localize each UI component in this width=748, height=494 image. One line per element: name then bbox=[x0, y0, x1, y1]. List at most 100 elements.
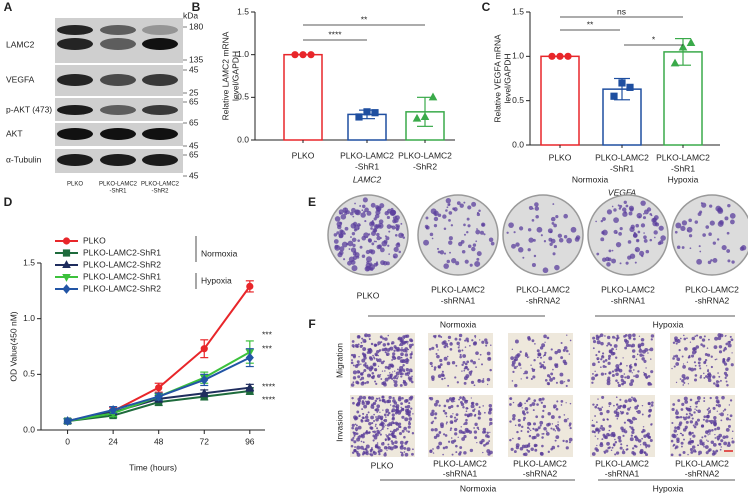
cell bbox=[599, 333, 604, 337]
cell bbox=[442, 453, 444, 456]
blot-band bbox=[100, 38, 136, 50]
colony bbox=[361, 209, 364, 212]
legend-marker bbox=[62, 249, 71, 257]
cell bbox=[392, 429, 395, 431]
cell bbox=[690, 450, 694, 454]
colony bbox=[467, 205, 472, 210]
colony bbox=[424, 224, 429, 229]
colony bbox=[619, 204, 623, 208]
colony bbox=[458, 241, 463, 247]
cell bbox=[569, 402, 572, 405]
cell bbox=[459, 446, 463, 449]
colony bbox=[376, 205, 382, 212]
colony bbox=[461, 249, 466, 254]
colony bbox=[373, 240, 376, 243]
cell bbox=[686, 416, 688, 418]
cell bbox=[685, 420, 689, 424]
cell bbox=[382, 409, 384, 411]
cell bbox=[686, 337, 688, 340]
cell bbox=[489, 421, 493, 426]
cell bbox=[727, 414, 729, 416]
cell bbox=[645, 446, 648, 449]
colony bbox=[443, 252, 447, 255]
cell bbox=[395, 348, 399, 352]
cell bbox=[377, 365, 380, 367]
cell bbox=[592, 347, 595, 350]
cell bbox=[391, 416, 395, 420]
colony bbox=[364, 266, 371, 272]
colony bbox=[393, 246, 399, 253]
cell bbox=[515, 354, 520, 359]
marker bbox=[618, 79, 626, 87]
x-axis-label: Time (hours) bbox=[129, 462, 177, 472]
cell bbox=[562, 348, 566, 352]
cell bbox=[385, 416, 387, 418]
cell bbox=[706, 414, 709, 417]
cell bbox=[515, 445, 520, 450]
cell bbox=[698, 364, 701, 367]
cell bbox=[527, 397, 531, 401]
group-label: Normoxia bbox=[440, 319, 477, 329]
colony bbox=[595, 220, 597, 223]
blot-band bbox=[142, 25, 178, 35]
colony bbox=[705, 225, 710, 229]
sample-label: -shRNA2 bbox=[523, 468, 558, 478]
cell bbox=[569, 427, 572, 430]
legend-marker bbox=[62, 260, 71, 268]
colony bbox=[726, 249, 731, 253]
colony bbox=[336, 231, 340, 235]
cell bbox=[436, 445, 440, 450]
cell bbox=[401, 340, 406, 345]
cell bbox=[700, 424, 705, 428]
colony bbox=[674, 230, 678, 234]
marker bbox=[299, 51, 307, 59]
colony bbox=[362, 204, 366, 209]
cell bbox=[591, 419, 594, 422]
cell bbox=[704, 358, 708, 362]
colony bbox=[694, 220, 699, 224]
cell bbox=[388, 395, 392, 400]
cell bbox=[526, 449, 529, 451]
cell bbox=[384, 452, 387, 455]
cell bbox=[560, 356, 564, 360]
cell bbox=[381, 420, 383, 423]
cell bbox=[596, 403, 599, 407]
cell bbox=[432, 335, 436, 338]
cell bbox=[539, 398, 542, 400]
colony bbox=[721, 245, 727, 251]
cell bbox=[674, 426, 677, 430]
cell bbox=[599, 443, 604, 448]
cell bbox=[528, 428, 531, 430]
cell bbox=[512, 401, 515, 404]
colony bbox=[629, 253, 636, 259]
cell bbox=[531, 339, 535, 343]
colony bbox=[386, 224, 392, 229]
colony bbox=[623, 200, 627, 204]
cell bbox=[691, 336, 696, 341]
colony bbox=[347, 240, 354, 247]
colony bbox=[554, 264, 560, 271]
colony bbox=[381, 240, 388, 247]
cell bbox=[616, 403, 619, 406]
cell bbox=[513, 366, 517, 370]
cell bbox=[488, 357, 491, 360]
colony bbox=[476, 228, 478, 230]
cell bbox=[476, 426, 480, 430]
cell bbox=[387, 443, 390, 446]
cell bbox=[725, 380, 728, 383]
cell bbox=[469, 344, 471, 347]
panel-letter: A bbox=[4, 0, 13, 14]
colony bbox=[555, 215, 559, 219]
legend-label: PLKO-LAMC2-ShR1 bbox=[83, 271, 161, 281]
cell bbox=[532, 375, 536, 379]
cell bbox=[401, 407, 405, 411]
sample-label: PLKO-LAMC2 bbox=[685, 284, 739, 294]
significance-label: **** bbox=[328, 29, 342, 39]
cell bbox=[592, 362, 596, 367]
cell bbox=[727, 343, 732, 348]
cell bbox=[385, 434, 387, 436]
cell bbox=[626, 444, 629, 447]
cell bbox=[611, 335, 615, 339]
cell bbox=[406, 447, 411, 452]
cell bbox=[369, 357, 374, 361]
